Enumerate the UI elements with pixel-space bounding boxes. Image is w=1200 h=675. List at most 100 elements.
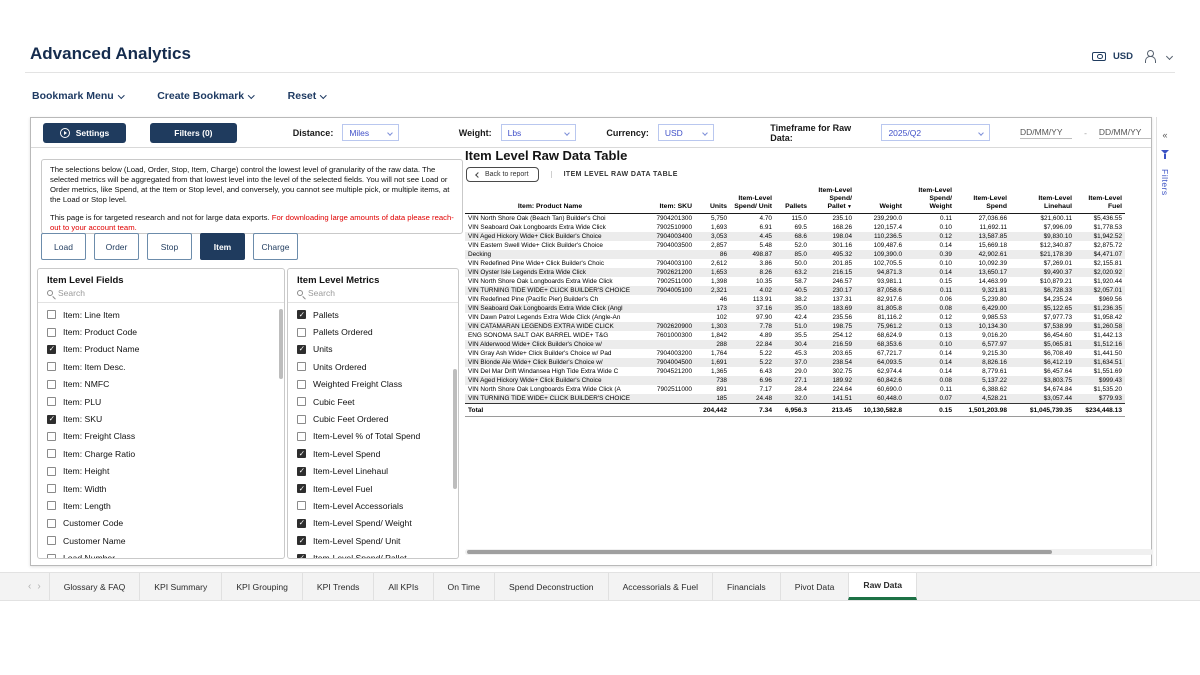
column-header-item-sku[interactable]: Item: SKU bbox=[635, 186, 695, 215]
date-to-input[interactable]: DD/MM/YY bbox=[1098, 127, 1152, 139]
checkbox[interactable] bbox=[47, 449, 56, 459]
checkbox[interactable] bbox=[47, 414, 56, 424]
column-header-item-level-spend-weight[interactable]: Item-Level Spend/ Weight bbox=[905, 186, 955, 215]
column-header-units[interactable]: Units bbox=[695, 186, 730, 215]
checkbox[interactable] bbox=[297, 327, 306, 337]
metric-item-level-of-total-spend[interactable]: Item-Level % of Total Spend bbox=[288, 428, 458, 445]
metric-item-level-accessorials[interactable]: Item-Level Accessorials bbox=[288, 497, 458, 514]
table-row[interactable]: VIN Seaboard Oak Longboards Extra Wide C… bbox=[465, 223, 1125, 232]
checkbox[interactable] bbox=[297, 536, 306, 546]
metric-item-level-spend-pallet[interactable]: Item-Level Spend/ Pallet bbox=[288, 549, 458, 558]
user-icon[interactable] bbox=[1144, 50, 1156, 63]
table-row[interactable]: VIN Eastern Swell Wide+ Click Builder's … bbox=[465, 241, 1125, 250]
metrics-scrollbar[interactable] bbox=[453, 369, 457, 489]
field-load-number[interactable]: Load Number bbox=[38, 549, 284, 558]
field-item-width[interactable]: Item: Width bbox=[38, 480, 284, 497]
metrics-search-input[interactable] bbox=[308, 288, 430, 298]
tab-spend-deconstruction[interactable]: Spend Deconstruction bbox=[494, 573, 608, 600]
table-row[interactable]: VIN Del Mar Drift Windansea High Tide Ex… bbox=[465, 367, 1125, 376]
tab-kpi-summary[interactable]: KPI Summary bbox=[139, 573, 221, 600]
table-row[interactable]: VIN North Shore Oak Longboards Extra Wid… bbox=[465, 385, 1125, 394]
level-button-order[interactable]: Order bbox=[94, 233, 139, 260]
column-header-weight[interactable]: Weight bbox=[855, 186, 905, 215]
column-header-item-level-linehaul[interactable]: Item-Level Linehaul bbox=[1010, 186, 1075, 215]
tab-pivot-data[interactable]: Pivot Data bbox=[779, 573, 849, 600]
filters-button[interactable]: Filters (0) bbox=[149, 122, 237, 143]
level-button-stop[interactable]: Stop bbox=[147, 233, 192, 260]
metric-cubic-feet-ordered[interactable]: Cubic Feet Ordered bbox=[288, 410, 458, 427]
tab-next-icon[interactable]: › bbox=[37, 581, 41, 592]
tab-financials[interactable]: Financials bbox=[712, 573, 780, 600]
metric-units[interactable]: Units bbox=[288, 341, 458, 358]
back-to-report-button[interactable]: Back to report bbox=[466, 167, 539, 182]
table-row[interactable]: VIN Oyster Isle Legends Extra Wide Click… bbox=[465, 268, 1125, 278]
table-row[interactable]: VIN Alderwood Wide+ Click Builder's Choi… bbox=[465, 340, 1125, 350]
level-button-charge[interactable]: Charge bbox=[253, 233, 298, 260]
checkbox[interactable] bbox=[47, 362, 56, 372]
checkbox[interactable] bbox=[47, 344, 56, 354]
checkbox[interactable] bbox=[47, 518, 56, 528]
table-row[interactable]: VIN North Shore Oak Longboards Extra Wid… bbox=[465, 277, 1125, 286]
filter-funnel-icon[interactable] bbox=[1160, 150, 1170, 159]
table-row[interactable]: VIN Redefined Pine Wide+ Click Builder's… bbox=[465, 259, 1125, 268]
table-row[interactable]: VIN Dawn Patrol Legends Extra Wide Click… bbox=[465, 313, 1125, 322]
table-row[interactable]: VIN TURNING TIDE WIDE+ CLICK BUILDER'S C… bbox=[465, 286, 1125, 296]
date-from-input[interactable]: DD/MM/YY bbox=[1019, 127, 1073, 139]
table-row[interactable]: VIN Aged Hickory Wide+ Click Builder's C… bbox=[465, 232, 1125, 242]
field-item-nmfc[interactable]: Item: NMFC bbox=[38, 376, 284, 393]
collapse-pane-icon[interactable]: « bbox=[1162, 130, 1168, 140]
checkbox[interactable] bbox=[297, 449, 306, 459]
table-row[interactable]: VIN Redefined Pine (Pacific Pier) Builde… bbox=[465, 295, 1125, 304]
metric-cubic-feet[interactable]: Cubic Feet bbox=[288, 393, 458, 410]
checkbox[interactable] bbox=[297, 362, 306, 372]
fields-search-input[interactable] bbox=[58, 288, 241, 298]
field-item-product-name[interactable]: Item: Product Name bbox=[38, 341, 284, 358]
field-item-line-item[interactable]: Item: Line Item bbox=[38, 306, 284, 323]
table-row[interactable]: VIN North Shore Oak (Beach Tan) Builder'… bbox=[465, 214, 1125, 224]
field-item-sku[interactable]: Item: SKU bbox=[38, 410, 284, 427]
metric-item-level-spend-unit[interactable]: Item-Level Spend/ Unit bbox=[288, 532, 458, 549]
table-horizontal-scrollbar[interactable] bbox=[465, 549, 1153, 555]
column-header-item-level-spend[interactable]: Item-Level Spend bbox=[955, 186, 1010, 215]
field-item-product-code[interactable]: Item: Product Code bbox=[38, 323, 284, 340]
table-row[interactable]: VIN TURNING TIDE WIDE+ CLICK BUILDER'S C… bbox=[465, 394, 1125, 404]
checkbox[interactable] bbox=[47, 397, 56, 407]
field-item-item-desc[interactable]: Item: Item Desc. bbox=[38, 358, 284, 375]
metric-weighted-freight-class[interactable]: Weighted Freight Class bbox=[288, 376, 458, 393]
checkbox[interactable] bbox=[297, 466, 306, 476]
checkbox[interactable] bbox=[297, 501, 306, 511]
field-item-charge-ratio[interactable]: Item: Charge Ratio bbox=[38, 445, 284, 462]
table-row[interactable]: VIN Blonde Ale Wide+ Click Builder's Cho… bbox=[465, 358, 1125, 368]
table-row[interactable]: ENG SONOMA SALT OAK BARREL WIDE+ T&G 7601… bbox=[465, 331, 1125, 340]
field-item-plu[interactable]: Item: PLU bbox=[38, 393, 284, 410]
checkbox[interactable] bbox=[297, 397, 306, 407]
checkbox[interactable] bbox=[47, 327, 56, 337]
column-header-item-product-name[interactable]: Item: Product Name bbox=[465, 186, 635, 215]
menu-reset[interactable]: Reset bbox=[288, 90, 327, 102]
tab-glossary-faq[interactable]: Glossary & FAQ bbox=[48, 573, 140, 600]
menu-bookmark-menu[interactable]: Bookmark Menu bbox=[32, 90, 125, 102]
table-row[interactable]: VIN Gray Ash Wide+ Click Builder's Choic… bbox=[465, 349, 1125, 358]
filters-pane-label[interactable]: Filters bbox=[1160, 169, 1170, 196]
tab-accessorials-fuel[interactable]: Accessorials & Fuel bbox=[607, 573, 712, 600]
table-row[interactable]: Decking 86 498.87 85.0 495.32 109,390.0 0.39 42… bbox=[465, 250, 1125, 260]
metric-units-ordered[interactable]: Units Ordered bbox=[288, 358, 458, 375]
column-header-item-level-fuel[interactable]: Item-Level Fuel bbox=[1075, 186, 1125, 215]
checkbox[interactable] bbox=[47, 379, 56, 389]
weight-dropdown[interactable]: Lbs bbox=[500, 124, 577, 141]
timeframe-dropdown[interactable]: 2025/Q2 bbox=[881, 124, 990, 141]
field-item-height[interactable]: Item: Height bbox=[38, 463, 284, 480]
currency-dropdown[interactable]: USD bbox=[657, 124, 715, 141]
tab-kpi-trends[interactable]: KPI Trends bbox=[301, 573, 374, 600]
checkbox[interactable] bbox=[47, 310, 56, 320]
table-row[interactable]: VIN CATAMARAN LEGENDS EXTRA WIDE CLICK 79… bbox=[465, 322, 1125, 332]
table-row[interactable]: VIN Aged Hickory Wide+ Click Builder's C… bbox=[465, 376, 1125, 386]
metric-item-level-spend[interactable]: Item-Level Spend bbox=[288, 445, 458, 462]
metric-item-level-linehaul[interactable]: Item-Level Linehaul bbox=[288, 463, 458, 480]
fields-scrollbar[interactable] bbox=[279, 309, 283, 379]
field-customer-code[interactable]: Customer Code bbox=[38, 515, 284, 532]
checkbox[interactable] bbox=[297, 310, 306, 320]
column-header-item-level-spend-unit[interactable]: Item-Level Spend/ Unit bbox=[730, 186, 775, 215]
distance-dropdown[interactable]: Miles bbox=[342, 124, 399, 141]
checkbox[interactable] bbox=[297, 431, 306, 441]
